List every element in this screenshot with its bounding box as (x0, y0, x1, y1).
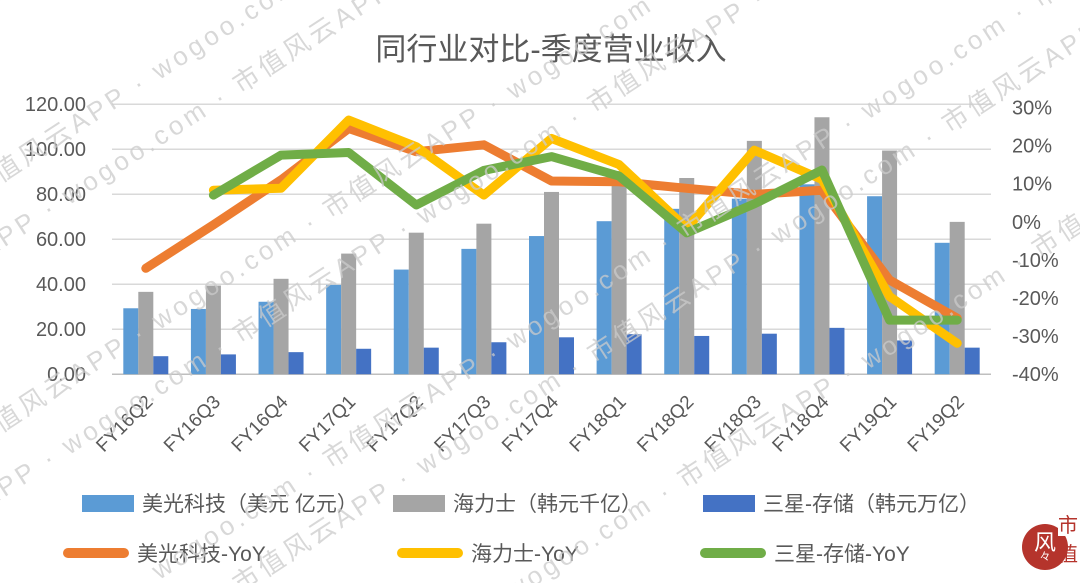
bar-s0-FY18Q4 (799, 184, 815, 375)
y-right-tick-label: 0% (1012, 212, 1041, 234)
seal-char-shi: 市 (1058, 515, 1078, 537)
y-right-tick-label: 30% (1012, 98, 1052, 120)
bar-s2-FY17Q3 (491, 342, 507, 375)
bar-s1-FY18Q1 (611, 171, 627, 375)
bar-s2-FY17Q1 (356, 348, 372, 375)
bar-s0-FY17Q4 (529, 236, 544, 375)
bar-s2-FY17Q2 (423, 347, 439, 375)
y-left-tick-label: 80.00 (36, 184, 86, 206)
bar-s2-FY19Q1 (897, 340, 913, 375)
bar-s0-FY16Q4 (258, 301, 274, 375)
bar-s0-FY17Q3 (461, 248, 477, 375)
y-left-tick-label: 20.00 (36, 319, 86, 341)
bar-s0-FY18Q2 (664, 208, 680, 375)
bar-s2-FY19Q2 (964, 347, 980, 375)
bar-s0-FY16Q2 (123, 308, 139, 375)
y-right-tick-label: -40% (1012, 364, 1059, 386)
y-right-tick-label: -10% (1012, 250, 1059, 272)
x-category-label: FY18Q4 (769, 391, 834, 456)
bar-s1-FY19Q2 (949, 221, 965, 375)
bar-s0-FY17Q2 (393, 269, 409, 375)
chart-title: 同行业对比-季度营业收入 (375, 32, 727, 67)
y-right-tick-label: 20% (1012, 136, 1052, 158)
y-left-tick-label: 60.00 (36, 229, 86, 251)
yoy-line-2 (208, 148, 962, 325)
bar-s2-FY18Q1 (626, 334, 642, 375)
x-category-label: FY16Q4 (228, 391, 293, 456)
bar-s2-FY16Q3 (220, 354, 236, 375)
bar-s1-FY17Q4 (544, 191, 559, 375)
y-right-tick-label: 10% (1012, 174, 1052, 196)
bar-s0-FY17Q1 (326, 284, 342, 375)
bar-s2-FY18Q4 (829, 327, 845, 375)
bar-s1-FY19Q1 (882, 150, 898, 375)
bar-s1-FY18Q4 (814, 117, 830, 375)
x-category-label: FY17Q4 (498, 391, 563, 456)
bar-s2-FY16Q4 (288, 352, 304, 375)
bar-s2-FY18Q2 (694, 335, 710, 375)
x-category-label: FY17Q2 (363, 392, 428, 457)
seal-char-mark: 々 (1039, 550, 1051, 563)
bar-s0-FY18Q1 (596, 221, 612, 375)
y-left-tick-label: 0.00 (47, 364, 86, 386)
bar-s2-FY16Q2 (153, 356, 169, 375)
bar-s2-FY17Q4 (559, 337, 574, 375)
y-left-tick-label: 100.00 (25, 139, 86, 161)
bar-s1-FY16Q4 (273, 278, 289, 375)
shizhifengyun-seal-logo: 风 々 市 值 (1018, 508, 1080, 580)
seal-char-feng: 风 (1033, 529, 1056, 555)
bar-s2-FY18Q3 (761, 333, 777, 375)
bar-s0-FY18Q3 (731, 198, 747, 375)
x-category-label: FY17Q3 (431, 392, 496, 457)
seal-char-zhi: 值 (1058, 544, 1078, 566)
x-category-label: FY19Q2 (904, 392, 969, 457)
bar-s1-FY17Q3 (476, 223, 492, 375)
x-category-label: FY16Q3 (160, 392, 225, 457)
bar-s1-FY17Q2 (408, 232, 424, 375)
x-category-label: FY16Q2 (92, 392, 157, 457)
seal-side-text: 市 值 (1058, 516, 1078, 565)
bar-s1-FY18Q3 (746, 140, 762, 375)
bar-s1-FY17Q1 (341, 253, 357, 375)
bar-s1-FY18Q2 (679, 178, 695, 375)
bar-s1-FY16Q2 (138, 291, 154, 375)
x-category-label: FY18Q3 (701, 392, 766, 457)
y-left-tick-label: 40.00 (36, 274, 86, 296)
x-category-label: FY17Q1 (295, 392, 360, 457)
x-category-label: FY18Q2 (633, 392, 698, 457)
x-category-label: FY19Q1 (836, 392, 901, 457)
y-left-tick-label: 120.00 (25, 94, 86, 116)
x-category-label: FY18Q1 (566, 392, 631, 457)
y-right-tick-label: -30% (1012, 326, 1059, 348)
bar-s0-FY16Q3 (190, 308, 206, 375)
y-right-tick-label: -20% (1012, 288, 1059, 310)
yoy-line-0 (141, 124, 962, 323)
bar-s1-FY16Q3 (205, 285, 221, 375)
